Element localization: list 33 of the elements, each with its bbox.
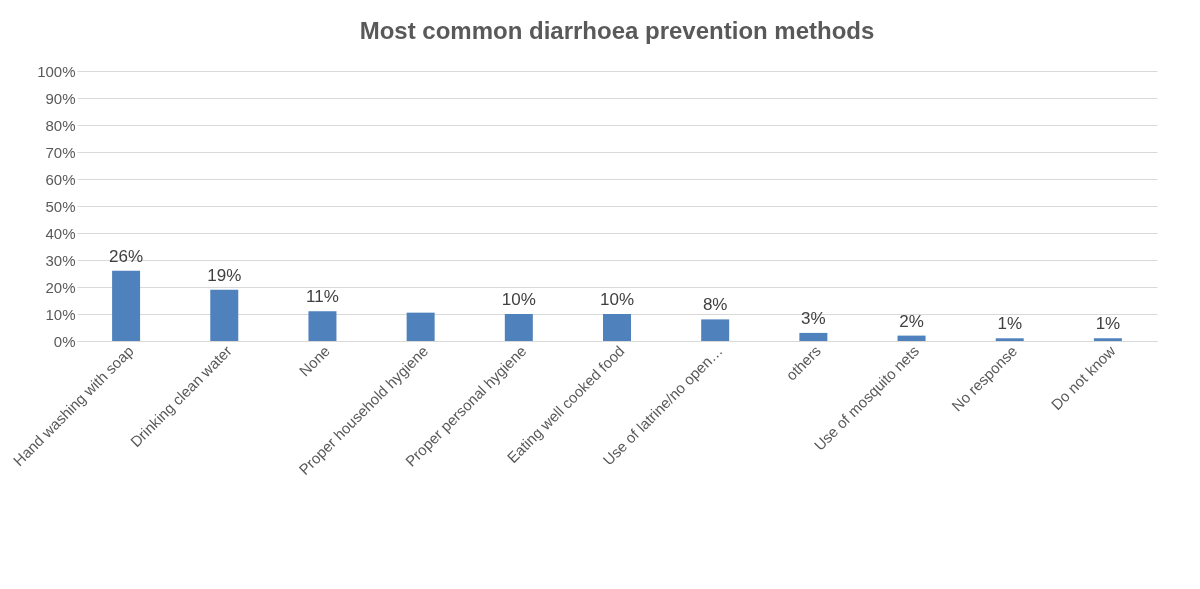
chart-title: Most common diarrhoea prevention methods (359, 17, 875, 44)
bar (504, 314, 533, 341)
data-label: 11% (306, 287, 339, 307)
data-label: 3% (801, 308, 826, 328)
bar (603, 314, 631, 341)
y-tick-label: 50% (45, 197, 76, 215)
bar (1093, 338, 1122, 341)
y-tick-label: 30% (45, 251, 76, 269)
bar (799, 332, 828, 341)
bar (112, 270, 141, 341)
bar (210, 289, 239, 341)
data-label: 8% (702, 295, 728, 315)
y-tick-label: 10% (45, 305, 76, 323)
data-label: 26% (109, 246, 144, 266)
data-label: 2% (899, 311, 924, 331)
y-tick-label: 0% (53, 332, 76, 350)
data-label: 1% (997, 314, 1023, 334)
data-label: 1% (1095, 314, 1121, 334)
bar (701, 319, 730, 341)
y-tick-label: 20% (45, 278, 76, 296)
bar (897, 335, 926, 341)
bar (995, 338, 1024, 341)
y-tick-label: 70% (45, 143, 76, 161)
y-tick-label: 60% (45, 170, 76, 188)
y-tick-label: 80% (45, 116, 76, 134)
data-label: 19% (207, 265, 242, 285)
y-tick-label: 100% (37, 62, 76, 80)
y-tick-label: 90% (45, 89, 76, 107)
y-tick-label: 40% (45, 224, 76, 242)
data-label: 10% (501, 290, 536, 309)
data-label: 10% (599, 290, 635, 309)
bar (308, 311, 337, 341)
bar (406, 312, 435, 341)
